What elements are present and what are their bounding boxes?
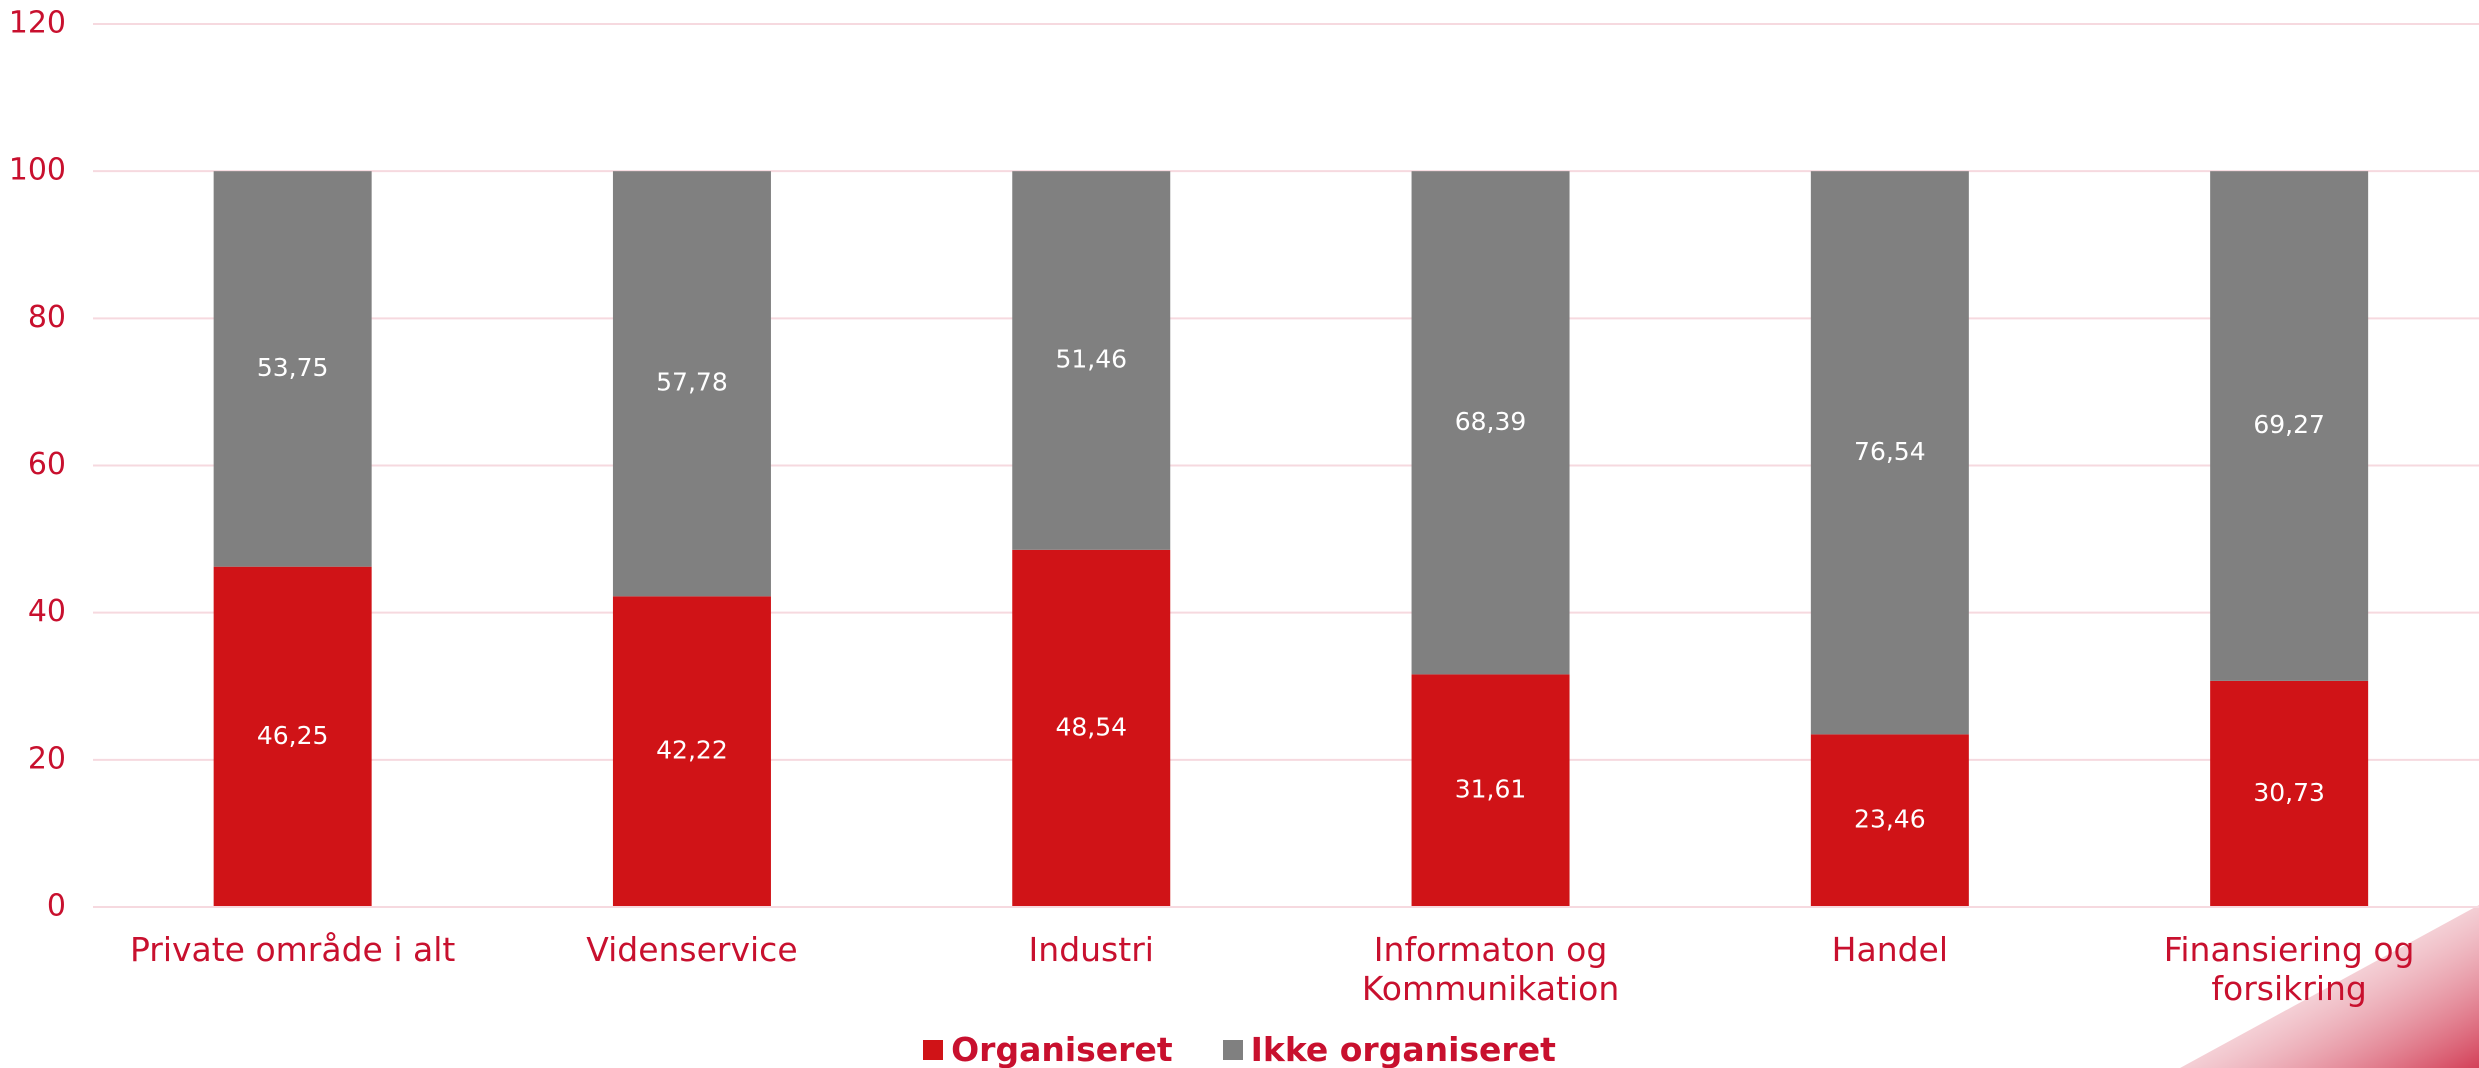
y-tick-label: 20 [28,741,66,776]
bar-segment [1012,549,1171,907]
bar-segment [213,171,372,567]
bar-segment [2210,171,2369,681]
legend-item: Ikke organiseret [1222,1030,1556,1068]
x-tick-label: Videnservice [586,930,798,969]
data-label: 48,54 [1055,712,1127,741]
data-label: 51,46 [1055,344,1127,373]
data-label: 76,54 [1854,437,1926,466]
legend-label: Ikke organiseret [1250,1030,1556,1068]
data-label: 69,27 [2253,410,2325,439]
y-tick-label: 0 [47,889,66,924]
bar-segment [612,171,771,597]
y-tick-label: 100 [9,153,66,188]
data-label: 68,39 [1455,407,1527,436]
data-label: 53,75 [257,353,329,382]
bar-segment [612,596,771,907]
bar-segment [1411,171,1570,675]
x-tick-label: Industri [1028,930,1154,969]
data-label: 46,25 [257,721,329,750]
legend: Organiseret Ikke organiseret [0,1030,2479,1068]
y-tick-label: 120 [9,6,66,41]
x-tick-label: Private område i alt [129,930,456,969]
data-label: 30,73 [2253,778,2325,807]
bar-segment [1411,674,1570,907]
corner-decoration [2180,905,2479,1068]
legend-swatch [1222,1039,1243,1060]
y-tick-label: 40 [28,594,66,629]
x-tick-label: Handel [1831,930,1949,969]
data-label: 23,46 [1854,805,1926,834]
x-tick-label: Informaton og Kommunikation [1361,930,1620,1008]
bar-segment [1810,734,1969,907]
bar-segment [1810,171,1969,735]
data-label: 42,22 [656,736,728,765]
data-label: 57,78 [656,368,728,397]
y-tick-label: 80 [28,300,66,335]
data-label: 31,61 [1455,775,1527,804]
x-tick-label: Finansiering og forsikring [2163,930,2415,1008]
legend-label: Organiseret [951,1030,1173,1068]
legend-swatch [923,1039,944,1060]
bar-segment [213,566,372,907]
bar-segment [2210,680,2369,907]
bar-segment [1012,171,1171,550]
y-tick-label: 60 [28,447,66,482]
legend-item: Organiseret [923,1030,1173,1068]
